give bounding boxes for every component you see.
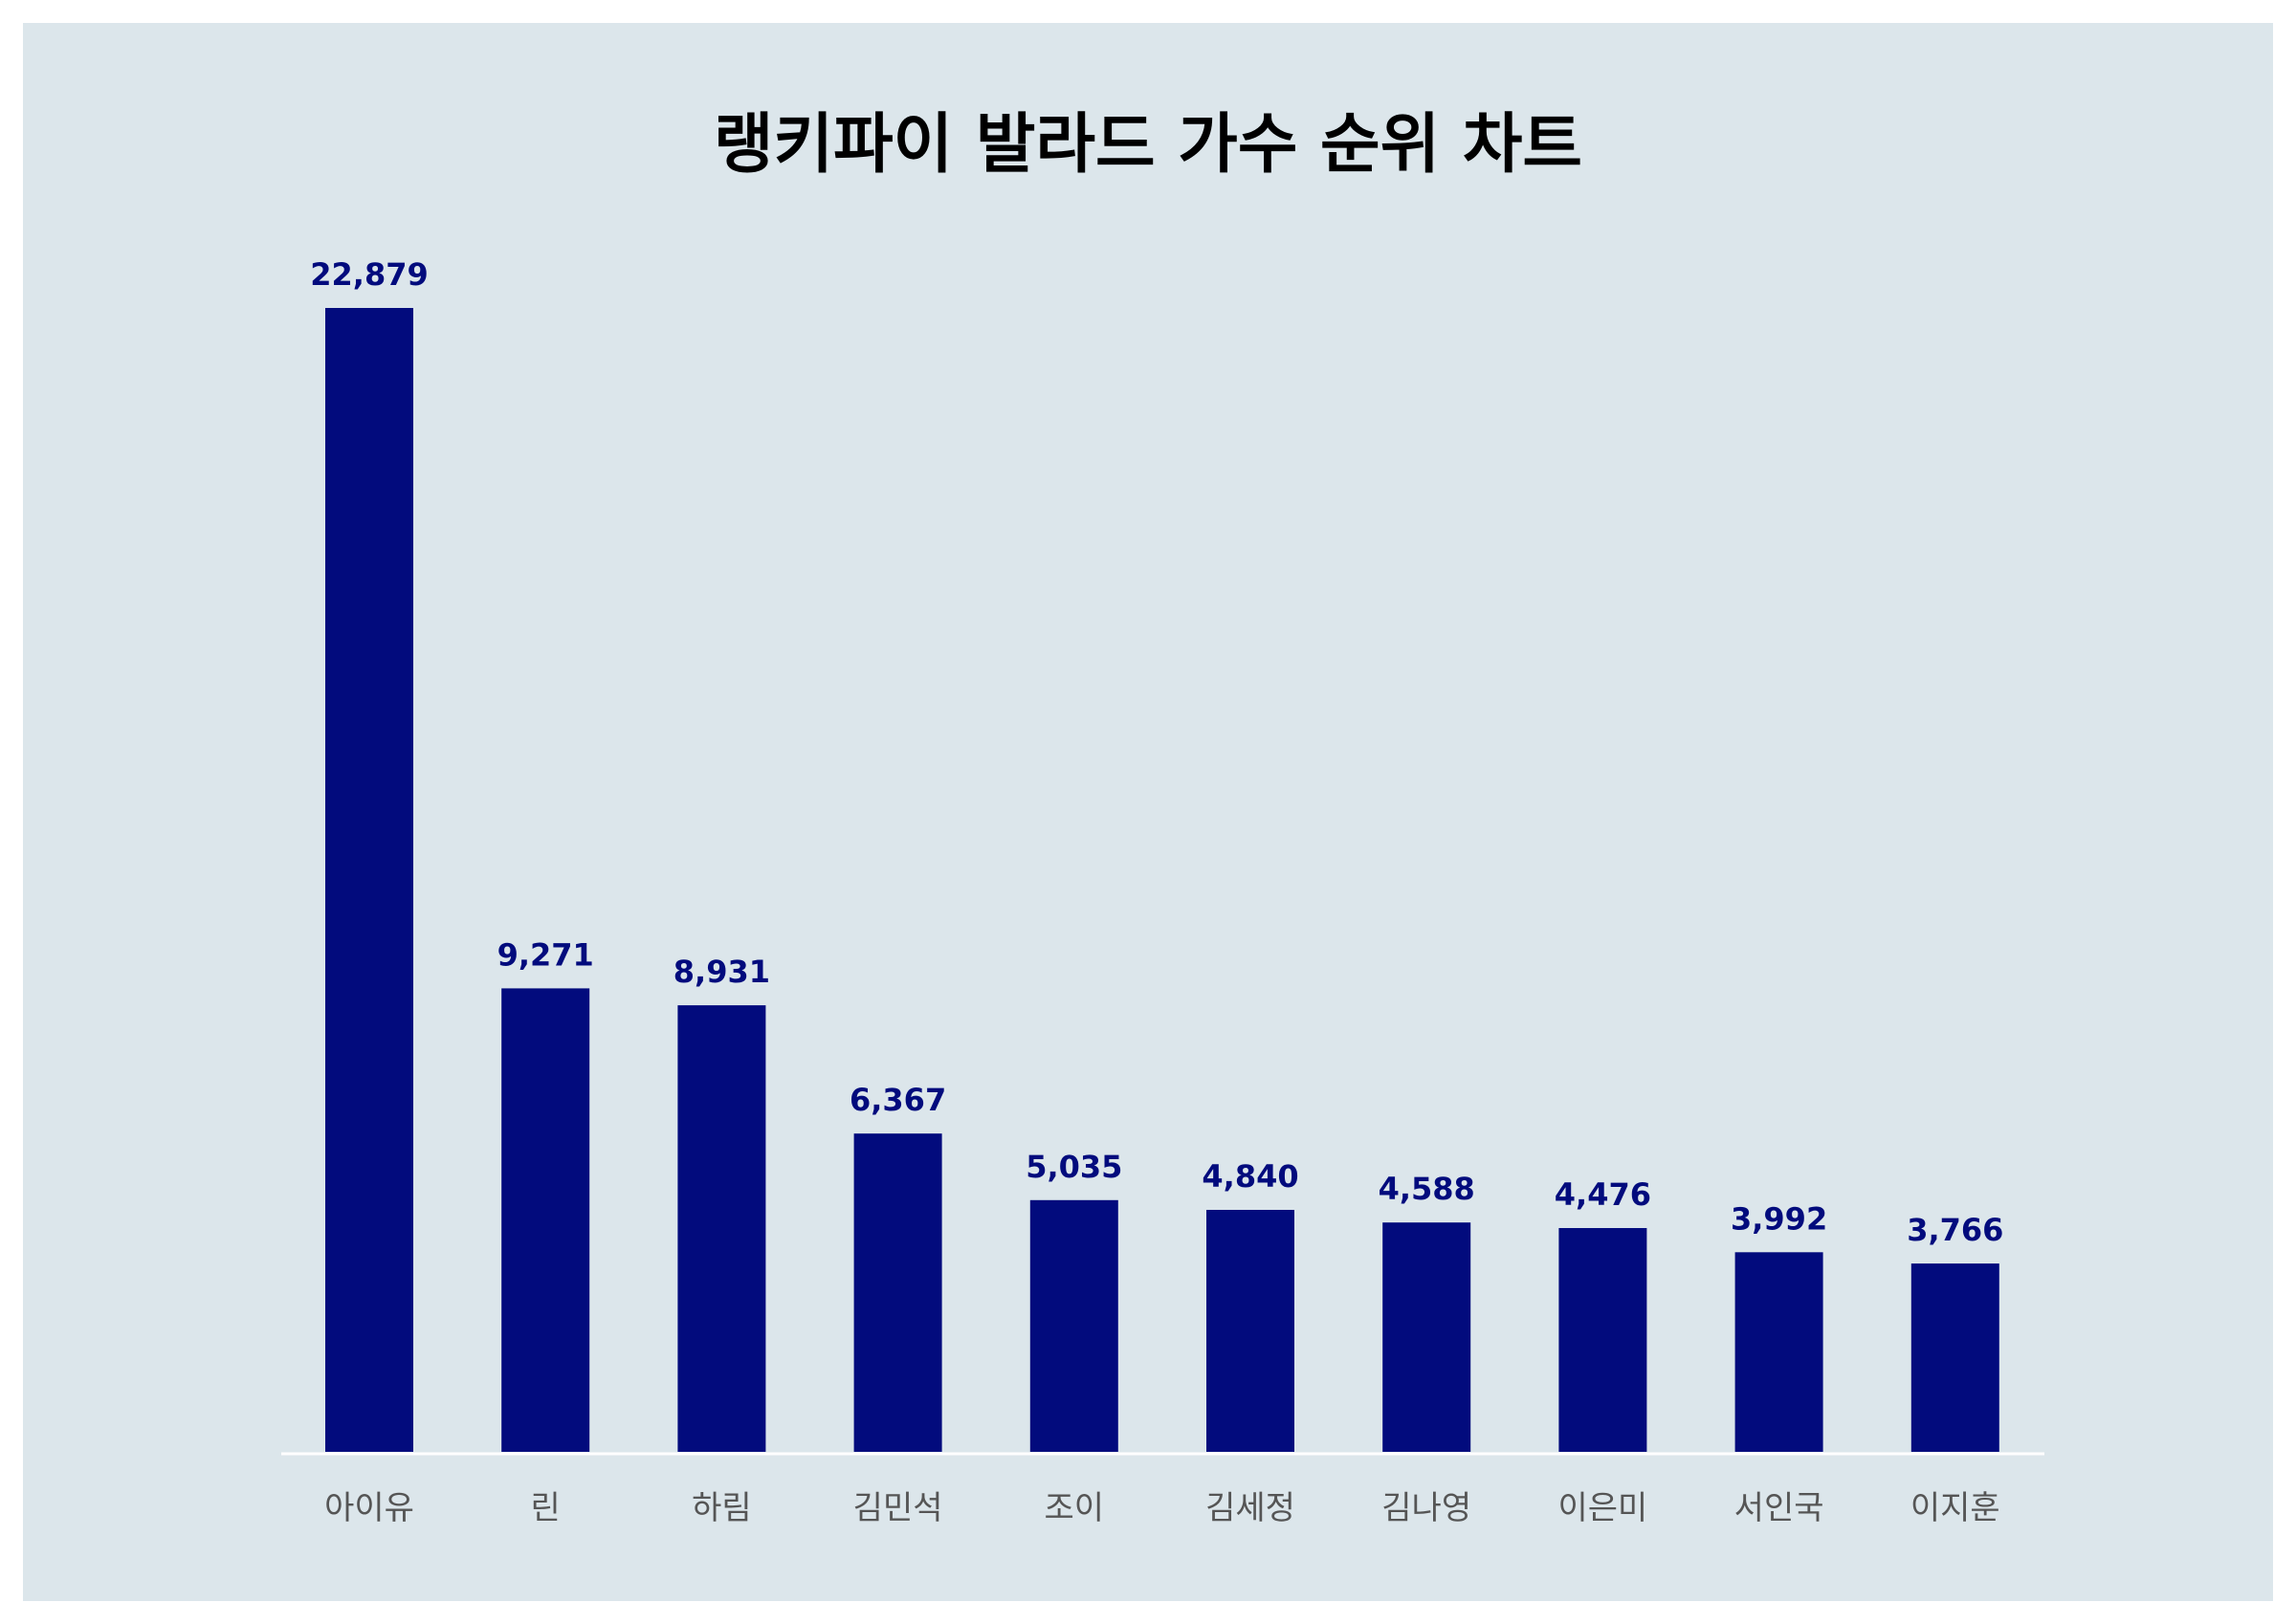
bar-7 bbox=[1382, 1222, 1471, 1452]
category-label-1: 아이유 bbox=[324, 1489, 414, 1527]
bar-1 bbox=[325, 308, 413, 1452]
category-label-5: 조이 bbox=[1045, 1489, 1105, 1527]
bar-9 bbox=[1734, 1252, 1823, 1452]
category-label-4: 김민석 bbox=[853, 1489, 943, 1527]
bars-layer bbox=[325, 308, 1999, 1452]
bar-8 bbox=[1558, 1228, 1647, 1452]
value-label-7: 4,588 bbox=[1379, 1171, 1475, 1207]
value-label-4: 6,367 bbox=[850, 1082, 946, 1118]
category-label-6: 김세정 bbox=[1205, 1489, 1295, 1527]
bar-4 bbox=[853, 1133, 942, 1452]
category-label-2: 린 bbox=[531, 1489, 561, 1527]
category-label-8: 이은미 bbox=[1557, 1489, 1647, 1527]
bar-6 bbox=[1206, 1210, 1294, 1452]
category-label-10: 이지훈 bbox=[1910, 1489, 2000, 1527]
value-label-8: 4,476 bbox=[1555, 1176, 1651, 1213]
value-label-2: 9,271 bbox=[497, 936, 594, 973]
category-label-3: 하림 bbox=[692, 1489, 752, 1527]
bar-2 bbox=[501, 988, 590, 1452]
bar-3 bbox=[677, 1005, 766, 1452]
chart-title: 랭키파이 발라드 가수 순위 차트 bbox=[714, 107, 1582, 183]
bar-5 bbox=[1029, 1199, 1118, 1452]
value-label-9: 3,992 bbox=[1731, 1200, 1827, 1237]
labels-layer: 22,879 아이유 9,271 린 8,931 하림 6,367 김민석 5,035 조이 4,8… bbox=[310, 256, 2003, 1527]
category-label-7: 김나영 bbox=[1381, 1489, 1471, 1527]
value-label-10: 3,766 bbox=[1907, 1212, 2003, 1248]
value-label-6: 4,840 bbox=[1202, 1158, 1298, 1195]
value-label-5: 5,035 bbox=[1026, 1149, 1122, 1185]
value-label-1: 22,879 bbox=[310, 256, 428, 293]
bar-10 bbox=[1910, 1263, 1999, 1452]
category-label-9: 서인국 bbox=[1734, 1489, 1824, 1527]
value-label-3: 8,931 bbox=[673, 954, 770, 990]
